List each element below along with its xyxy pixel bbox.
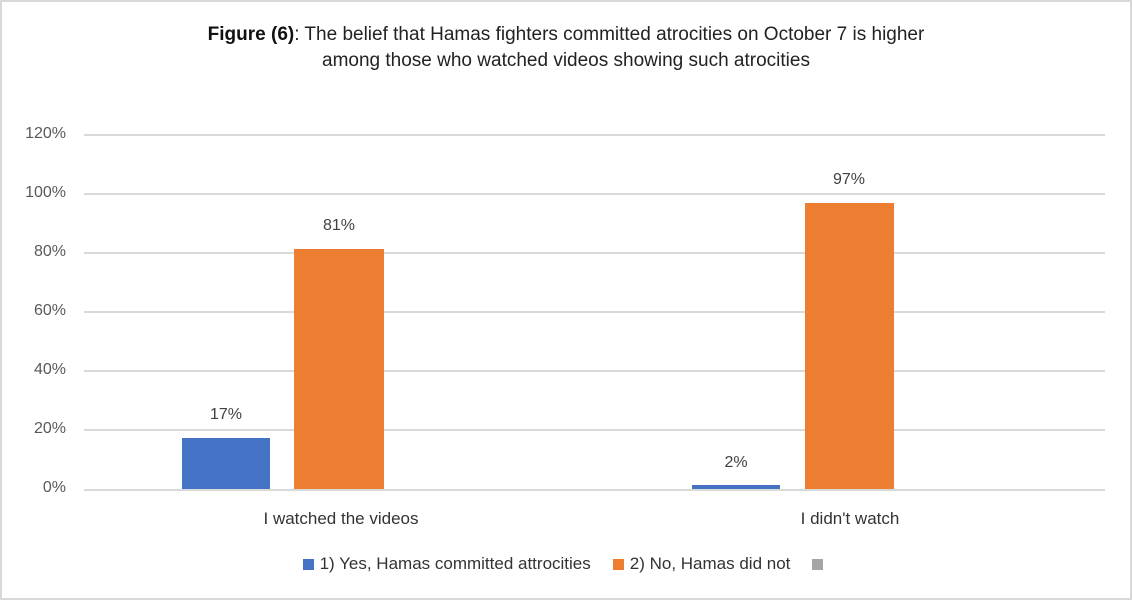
gridline-120 [84,134,1105,136]
gridline-100 [84,193,1105,195]
title-line1: : The belief that Hamas fighters committ… [294,24,925,45]
bar-didnt-watch-no [805,203,894,489]
x-label-watched: I watched the videos [263,509,419,528]
y-tick-60: 60% [33,302,66,319]
legend-swatch-blue-icon [302,558,314,570]
y-tick-120: 120% [25,125,66,142]
y-tick-80: 80% [33,243,66,260]
legend-swatch-gray-icon [812,558,824,570]
legend: 1) Yes, Hamas committed attrocities 2) N… [0,554,1132,574]
title-line2: among those who watched videos showing s… [322,50,810,71]
y-tick-100: 100% [25,184,66,201]
x-axis-line [84,489,1105,491]
x-label-didnt-watch: I didn't watch [800,509,900,528]
y-tick-0: 0% [42,479,66,496]
legend-label-no: 2) No, Hamas did not [629,554,791,573]
bar-watched-no [294,249,384,489]
legend-item-empty [812,554,829,574]
legend-item-yes: 1) Yes, Hamas committed attrocities [302,554,591,574]
data-label-watched-yes: 17% [209,406,243,423]
title-figure-label: Figure (6) [207,24,295,45]
bar-watched-yes [182,438,270,489]
y-tick-20: 20% [33,420,66,437]
gridline-40 [84,370,1105,372]
data-label-didnt-watch-yes: 2% [724,454,748,471]
chart-title: Figure (6): The belief that Hamas fighte… [0,22,1132,74]
gridline-80 [84,252,1105,254]
data-label-didnt-watch-no: 97% [832,171,866,188]
legend-swatch-orange-icon [612,558,624,570]
y-tick-40: 40% [33,361,66,378]
bar-didnt-watch-yes [692,485,780,489]
data-label-watched-no: 81% [322,217,356,234]
legend-label-yes: 1) Yes, Hamas committed attrocities [319,554,591,573]
gridline-60 [84,311,1105,313]
gridline-20 [84,429,1105,431]
legend-item-no: 2) No, Hamas did not [612,554,791,574]
